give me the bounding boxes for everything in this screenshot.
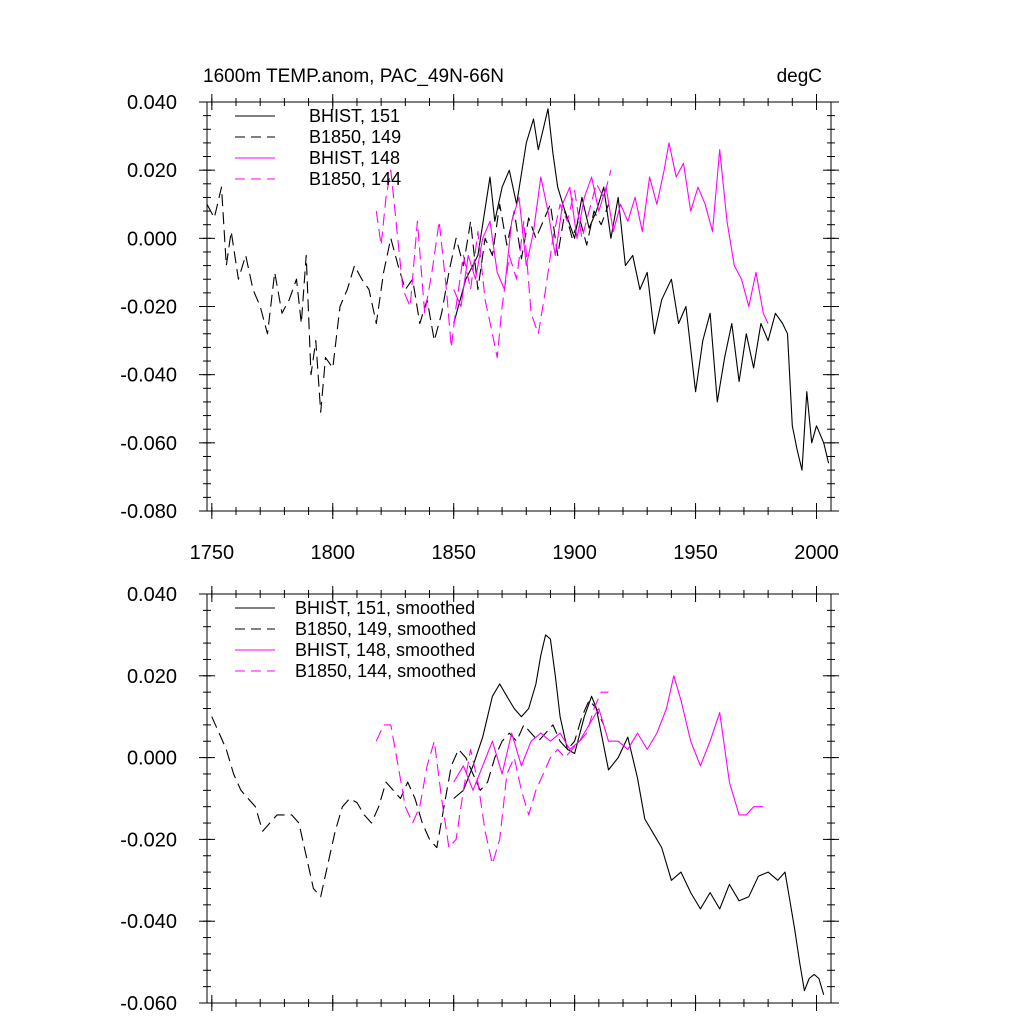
legend-label: BHIST, 151, smoothed — [295, 598, 475, 618]
y-tick-label: -0.080 — [120, 501, 177, 523]
y-tick-label: 0.040 — [127, 92, 177, 114]
bottom-panel: 0.040 0.020 0.000 -0.020 -0.040 -0.060 BHIST, … — [120, 584, 839, 1015]
legend-label: B1850, 149, smoothed — [295, 619, 476, 639]
x-tick-label: 1900 — [552, 542, 597, 564]
chart-title: 1600m TEMP.anom, PAC_49N-66N — [203, 66, 504, 87]
legend-label: B1850, 144, smoothed — [295, 661, 476, 681]
series-line-4 — [375, 691, 609, 865]
x-tick-label: 1950 — [673, 542, 718, 564]
x-tick-label: 2000 — [794, 542, 839, 564]
x-tick-label: 1800 — [311, 542, 356, 564]
legend-label: B1850, 149 — [309, 127, 401, 147]
series-line-2 — [211, 699, 605, 898]
y-tick-label: 0.000 — [127, 748, 177, 770]
series-line-3 — [453, 675, 764, 816]
y-tick-label: -0.040 — [120, 365, 177, 387]
plot-frame — [206, 101, 832, 512]
series-line-4 — [375, 169, 612, 359]
y-tick-label: 0.020 — [127, 160, 177, 182]
x-tick-label: 1850 — [431, 542, 476, 564]
legend-label: B1850, 144 — [309, 169, 401, 189]
legend-label: BHIST, 148, smoothed — [295, 640, 475, 660]
y-tick-label: -0.060 — [120, 993, 177, 1015]
legend-label: BHIST, 151 — [309, 106, 400, 126]
y-tick-label: -0.020 — [120, 297, 177, 319]
series-line-1 — [453, 108, 830, 471]
top-panel: 0.040 0.020 0.000 -0.020 -0.040 -0.060 -0.080 1… — [120, 92, 839, 564]
plot-frame — [206, 593, 832, 1004]
y-tick-label: 0.020 — [127, 666, 177, 688]
y-tick-label: -0.040 — [120, 911, 177, 933]
series-line-1 — [453, 634, 825, 995]
y-tick-label: 0.000 — [127, 228, 177, 250]
y-tick-label: -0.060 — [120, 433, 177, 455]
series-line-3 — [453, 142, 769, 324]
legend-label: BHIST, 148 — [309, 148, 400, 168]
y-tick-label: 0.040 — [127, 584, 177, 606]
y-tick-label: -0.020 — [120, 829, 177, 851]
units-label: degC — [777, 66, 822, 87]
x-tick-label: 1750 — [190, 542, 235, 564]
series-line-2 — [207, 186, 610, 413]
